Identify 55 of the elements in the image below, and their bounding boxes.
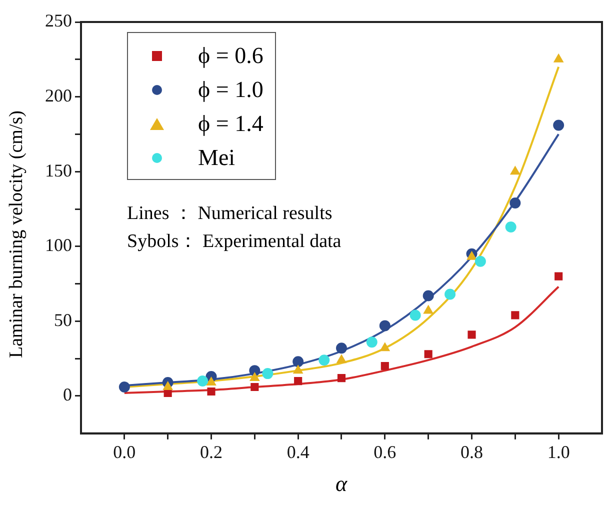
x-tick-label: 0.6 [374,442,396,462]
point [163,382,173,390]
point [262,368,274,380]
point [293,365,303,374]
x-tick-label: 0.0 [113,442,136,462]
point [379,320,390,332]
point [337,374,346,382]
point [553,120,564,131]
point [292,356,304,368]
point [249,365,260,376]
point [422,290,434,302]
point [444,288,456,300]
x-tick-label: 0.2 [200,442,222,462]
y-tick-label: 50 [54,310,72,330]
legend-label: ϕ = 1.0 [198,77,264,103]
point [380,362,389,370]
point [380,342,390,352]
point [424,305,434,314]
x-axis-title: α [336,471,348,498]
legend-label: Mei [198,145,236,171]
legend-label: ϕ = 0.6 [198,43,264,69]
point [510,198,521,209]
point [250,372,260,382]
point [336,354,346,364]
point [554,54,564,62]
point [474,256,486,267]
point [466,251,477,260]
point [366,336,378,348]
y-tick-label: 100 [45,235,72,256]
point [318,354,330,366]
y-axis-title: Laminar burning velocity (cm/s) [6,110,28,358]
point [250,382,259,392]
annotation: Sybols： Experimental data [127,230,342,254]
y-tick-label: 200 [45,86,72,106]
y-tick-label: 150 [45,160,72,180]
point [410,310,421,321]
point [336,342,347,354]
point [510,166,520,175]
point [468,330,476,339]
point [511,311,520,320]
point [197,376,208,387]
point [554,272,563,280]
y-tick-label: 0 [63,384,72,405]
point [118,382,130,393]
x-tick-label: 1.0 [547,442,570,462]
y-tick-label: 250 [45,10,72,31]
point [424,350,432,358]
x-tick-label: 0.4 [286,442,310,462]
legend-label: ϕ = 1.4 [198,111,264,137]
point [294,377,302,386]
x-tick-label: 0.8 [460,442,483,462]
annotation: Lines ： Numerical results [127,202,334,226]
point [206,377,216,386]
point [505,221,516,232]
point [207,387,216,396]
